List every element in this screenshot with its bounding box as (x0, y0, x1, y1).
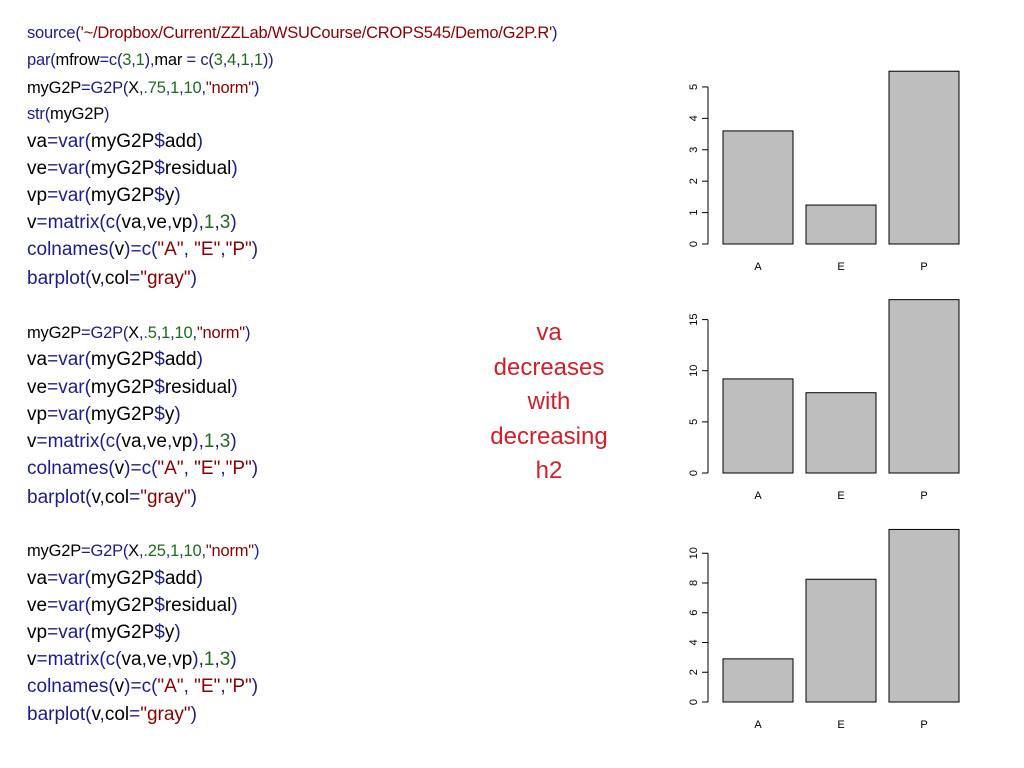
y-tick-label: 0 (688, 470, 700, 476)
y-tick-label: 4 (688, 639, 700, 645)
x-tick-label: A (754, 719, 762, 731)
code-line: v=matrix(c(va,ve,vp),1,3) (27, 649, 237, 670)
code-line: barplot(v,col="gray") (27, 487, 197, 508)
y-tick-label: 8 (688, 580, 700, 586)
annotation: va (536, 319, 562, 346)
x-tick-label: E (837, 490, 844, 502)
x-tick-label: E (837, 719, 844, 731)
annotation: decreases (493, 353, 605, 381)
y-tick-label: 5 (688, 419, 700, 425)
code-line: va=var(myG2P$add) (27, 568, 203, 589)
y-tick-label: 3 (688, 147, 700, 153)
bar (805, 392, 877, 474)
x-tick-label: P (920, 719, 927, 731)
bar (888, 528, 960, 703)
y-tick-label: 4 (688, 115, 700, 121)
code-line: ve=var(myG2P$residual) (27, 377, 238, 398)
code-line: v=matrix(c(va,ve,vp),1,3) (27, 212, 237, 233)
x-tick-label: A (754, 490, 762, 502)
x-tick-label: E (837, 261, 844, 273)
code-line: source('~/Dropbox/Current/ZZLab/WSUCours… (27, 24, 558, 42)
y-tick-label: 10 (688, 365, 700, 377)
y-tick-label: 1 (688, 210, 700, 216)
bar (722, 658, 794, 703)
x-tick-label: A (754, 261, 762, 273)
y-tick-label: 15 (688, 313, 700, 325)
y-tick-label: 10 (688, 547, 700, 559)
code-line: ve=var(myG2P$residual) (27, 595, 238, 616)
code-line: colnames(v)=c("A", "E","P") (27, 676, 259, 697)
code-line: vp=var(myG2P$y) (27, 185, 181, 206)
code-line: myG2P=G2P(X,.5,1,10,"norm") (27, 324, 251, 342)
code-line: colnames(v)=c("A", "E","P") (27, 458, 259, 479)
code-line: ve=var(myG2P$residual) (27, 158, 238, 179)
code-line: va=var(myG2P$add) (27, 349, 203, 370)
code-line: va=var(myG2P$add) (27, 131, 203, 152)
y-tick-label: 0 (688, 699, 700, 705)
y-tick-label: 2 (688, 178, 700, 184)
y-tick-label: 0 (688, 241, 700, 247)
annotation: with (527, 388, 571, 415)
x-tick-label: P (920, 261, 927, 273)
bar (722, 378, 794, 474)
y-tick-label: 6 (688, 610, 700, 616)
bar (888, 299, 960, 474)
bar (722, 130, 794, 245)
code-line: barplot(v,col="gray") (27, 268, 197, 289)
x-tick-label: P (920, 490, 927, 502)
code-line: barplot(v,col="gray") (27, 704, 197, 725)
code-line: myG2P=G2P(X,.75,1,10,"norm") (27, 79, 260, 97)
bar (805, 204, 877, 245)
y-tick-label: 5 (688, 84, 700, 90)
y-tick-label: 2 (688, 669, 700, 675)
code-line: vp=var(myG2P$y) (27, 622, 181, 643)
code-line: str(myG2P) (27, 105, 110, 123)
bar (888, 70, 960, 245)
code-line: par(mfrow=c(3,1),mar = c(3,4,1,1)) (27, 51, 274, 69)
bar (805, 578, 877, 703)
code-line: v=matrix(c(va,ve,vp),1,3) (27, 431, 237, 452)
code-line: myG2P=G2P(X,.25,1,10,"norm") (27, 542, 260, 560)
code-line: colnames(v)=c("A", "E","P") (27, 239, 259, 260)
code-line: vp=var(myG2P$y) (27, 404, 181, 425)
annotation: decreasing (490, 422, 608, 450)
annotation: h2 (535, 457, 563, 484)
